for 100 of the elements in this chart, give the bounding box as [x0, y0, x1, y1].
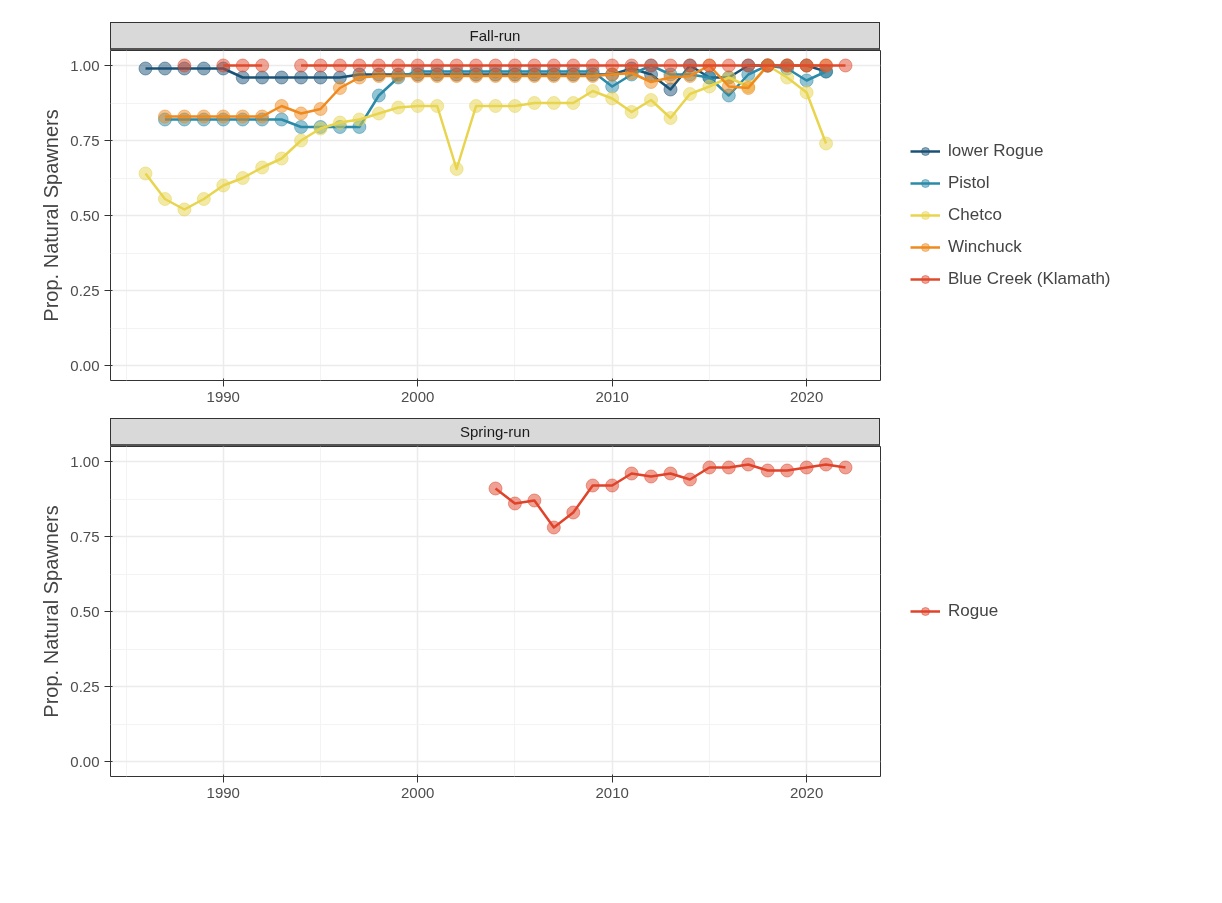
x-tick-label: 2010 [595, 387, 629, 405]
point [780, 70, 795, 85]
point [546, 96, 561, 110]
point [838, 58, 853, 73]
point [721, 79, 736, 94]
y-tick-label: 0.25 [70, 677, 100, 695]
point [255, 160, 270, 175]
point [488, 481, 503, 496]
point [799, 85, 814, 100]
point [644, 469, 659, 484]
point [527, 58, 542, 73]
x-tick-label: 1990 [206, 387, 240, 405]
point [741, 457, 756, 472]
point [196, 61, 211, 76]
legend-label: Rogue [948, 601, 999, 621]
x-tick-label: 1990 [206, 783, 240, 801]
point [235, 70, 250, 85]
point [371, 106, 386, 121]
point [799, 73, 814, 88]
point [294, 120, 309, 134]
point [352, 112, 367, 127]
legend-label: Chetco [948, 205, 1002, 225]
point [332, 58, 347, 73]
point [391, 100, 406, 115]
point [488, 58, 503, 73]
point [410, 58, 425, 73]
point [624, 105, 639, 119]
point [294, 58, 309, 73]
point [663, 58, 678, 73]
point [585, 84, 600, 98]
x-tick-label: 2000 [401, 783, 435, 801]
point [313, 58, 328, 73]
point [838, 460, 853, 475]
point [138, 61, 153, 76]
legend-label: Winchuck [948, 237, 1022, 257]
point [799, 460, 814, 475]
y-tick-label: 0.00 [70, 752, 100, 770]
point [313, 70, 328, 85]
point [488, 99, 503, 113]
point [430, 99, 445, 113]
point [410, 99, 425, 113]
point [624, 466, 639, 481]
point [546, 520, 561, 535]
point [274, 151, 289, 166]
point [702, 79, 717, 94]
point [216, 178, 231, 193]
point [274, 70, 289, 85]
point [294, 133, 309, 148]
y-tick-label: 0.25 [70, 281, 100, 299]
point [585, 478, 600, 493]
point [566, 96, 581, 110]
point [644, 93, 659, 107]
point [682, 472, 697, 487]
point [644, 75, 659, 89]
point [507, 99, 522, 113]
point [663, 82, 678, 97]
point [527, 493, 542, 508]
y-tick-label: 0.50 [70, 602, 100, 620]
point [313, 102, 328, 116]
point [585, 58, 600, 73]
point [294, 70, 309, 85]
point [138, 166, 153, 181]
x-tick-label: 2020 [789, 387, 824, 405]
y-tick-label: 0.50 [70, 206, 100, 224]
x-tick-label: 2020 [789, 783, 824, 801]
point [391, 58, 406, 73]
x-tick-label: 2000 [401, 387, 435, 405]
y-tick-label: 0.00 [70, 356, 100, 374]
y-axis-title: Prop. Natural Spawners [40, 505, 63, 718]
y-tick-label: 0.75 [70, 527, 100, 545]
chart-title: Fall-run [469, 26, 521, 46]
point [430, 58, 445, 73]
point [780, 463, 795, 478]
point [371, 58, 386, 73]
point [566, 58, 581, 73]
point [469, 99, 484, 113]
legend-label: Pistol [948, 173, 990, 193]
point [157, 61, 172, 76]
point [449, 58, 464, 73]
point [274, 112, 289, 127]
y-axis-title: Prop. Natural Spawners [40, 109, 63, 322]
point [371, 88, 386, 103]
point [196, 192, 211, 206]
y-tick-label: 0.75 [70, 131, 100, 149]
point [721, 58, 736, 73]
y-tick-label: 1.00 [70, 56, 100, 74]
point [157, 192, 172, 206]
y-tick-label: 1.00 [70, 452, 100, 470]
point [352, 58, 367, 73]
point [255, 58, 270, 73]
point [507, 58, 522, 73]
x-tick-label: 2010 [595, 783, 629, 801]
point [605, 58, 620, 73]
point [721, 460, 736, 475]
point [663, 466, 678, 481]
point [527, 96, 542, 110]
point [507, 496, 522, 511]
legend-label: lower Rogue [948, 141, 1044, 161]
point [235, 58, 250, 73]
point [469, 58, 484, 73]
